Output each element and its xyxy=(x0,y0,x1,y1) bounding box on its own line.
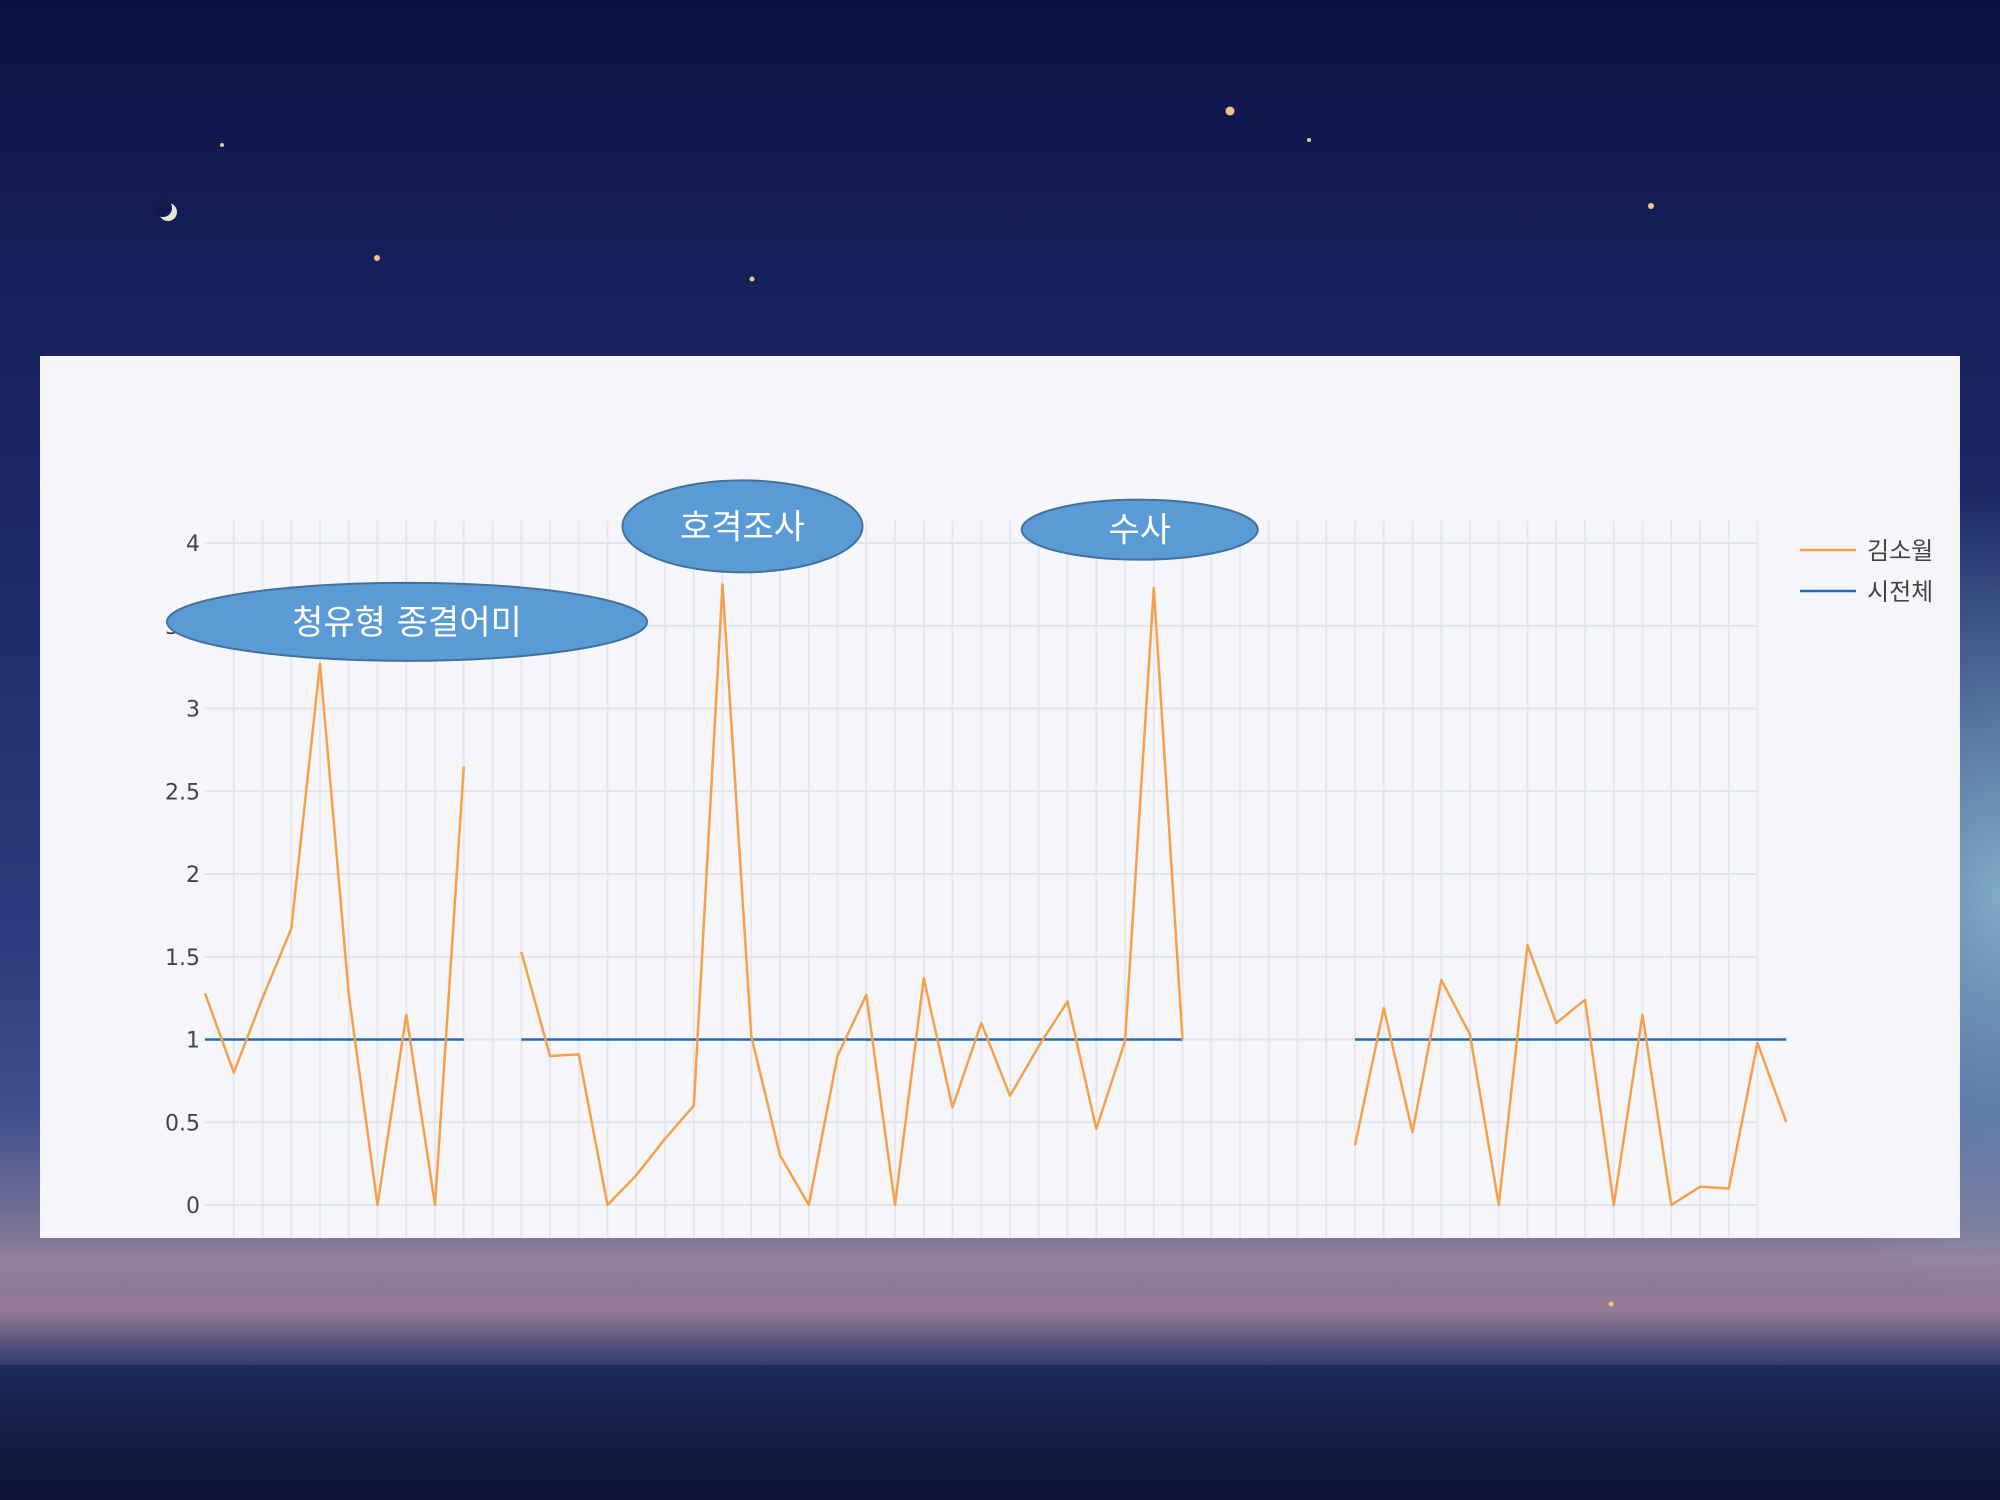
series-lines xyxy=(203,583,1788,1207)
annotation-ellipse xyxy=(621,479,864,574)
star xyxy=(220,143,224,147)
annotation-label: 청유형 종결어미 xyxy=(292,603,522,643)
y-tick-label: 4 xyxy=(186,532,200,557)
star xyxy=(374,255,380,261)
annotation-bubble: 호격조사 xyxy=(621,479,864,574)
series-line-segment xyxy=(203,662,466,1207)
y-tick-label: 3 xyxy=(186,698,200,723)
sea xyxy=(0,1365,2000,1500)
y-tick-label: 0 xyxy=(186,1194,200,1219)
annotations: 청유형 종결어미 호격조사 수사 xyxy=(166,479,1259,662)
star xyxy=(1225,106,1235,116)
annotation-bubble: 수사 xyxy=(1020,498,1259,561)
y-axis-ticks: 00.511.522.533.54 xyxy=(165,532,200,1219)
star xyxy=(1648,203,1654,209)
annotation-label: 호격조사 xyxy=(680,507,805,547)
y-tick-label: 1.5 xyxy=(165,946,200,971)
y-tick-label: 2 xyxy=(186,863,200,888)
legend: 김소월 시전체 xyxy=(1800,537,1933,606)
series-line-segment xyxy=(520,583,1184,1207)
star xyxy=(749,276,755,282)
grid xyxy=(205,521,1759,1238)
legend-label-kimsowol: 김소월 xyxy=(1867,537,1933,565)
y-tick-label: 0.5 xyxy=(165,1111,200,1136)
annotation-label: 수사 xyxy=(1108,511,1171,551)
y-tick-label: 2.5 xyxy=(165,780,200,805)
annotation-ellipse xyxy=(1020,498,1259,561)
star xyxy=(1307,138,1311,142)
series-line-segment xyxy=(1353,943,1788,1207)
moon-icon xyxy=(154,199,177,221)
star xyxy=(1608,1301,1614,1307)
y-tick-label: 1 xyxy=(186,1029,200,1054)
annotation-bubble: 청유형 종결어미 xyxy=(166,581,648,662)
legend-label-city-total: 시전체 xyxy=(1867,578,1933,606)
annotation-ellipse xyxy=(166,581,648,662)
